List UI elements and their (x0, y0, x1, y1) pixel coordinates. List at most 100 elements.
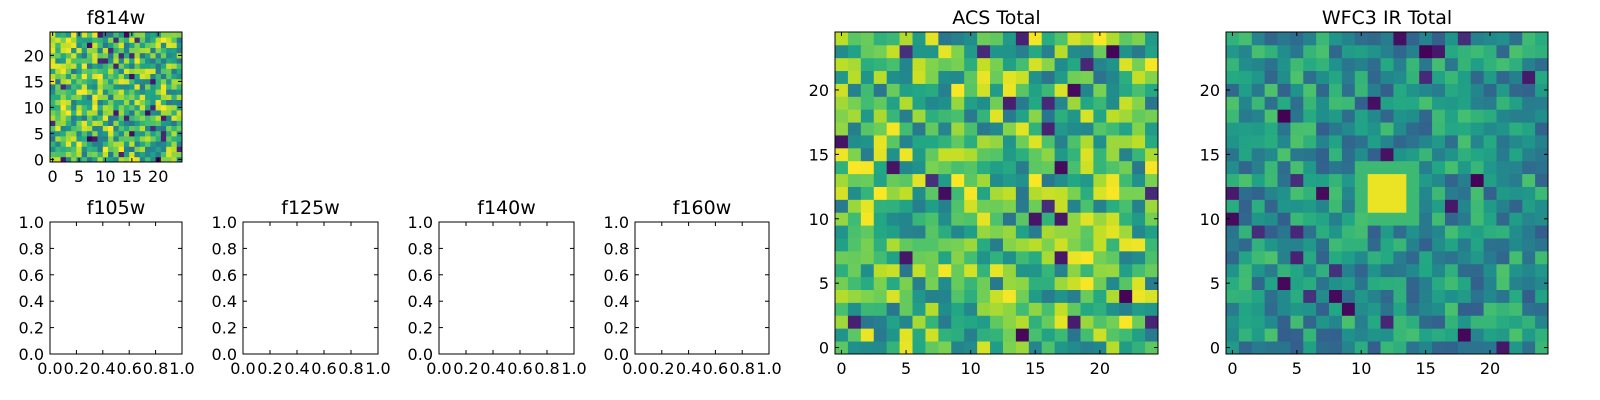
heatmap-cell (123, 47, 130, 54)
heatmap-cell (97, 130, 104, 137)
heatmap-cell (160, 146, 167, 152)
heatmap-cell (108, 151, 114, 158)
heatmap-cell (155, 146, 162, 152)
heatmap-cell (129, 125, 135, 132)
heatmap-cell (1341, 212, 1356, 226)
heatmap-cell (1419, 328, 1433, 342)
heatmap-cell (166, 136, 172, 142)
heatmap-cell (1264, 70, 1278, 84)
heatmap-cell (123, 99, 130, 106)
heatmap-cell (1303, 122, 1317, 136)
heatmap-cell (81, 37, 88, 43)
heatmap-cell (76, 37, 83, 43)
heatmap-cell (1341, 302, 1356, 316)
heatmap-cell (1028, 70, 1043, 84)
heatmap-cell (55, 94, 61, 100)
heatmap-cell (938, 135, 952, 149)
y-tick-label: 0.8 (604, 239, 629, 258)
heatmap-cell (835, 315, 849, 329)
heatmap-cell (155, 110, 162, 116)
heatmap-cell (1015, 199, 1030, 213)
heatmap-cell (1238, 212, 1253, 226)
heatmap-cell (1457, 276, 1472, 290)
heatmap-cell (171, 141, 178, 147)
heatmap-cell (1535, 263, 1549, 278)
heatmap-cell (1303, 186, 1317, 200)
heatmap-cell (50, 151, 56, 158)
heatmap-cell (938, 225, 952, 239)
heatmap-cell (102, 42, 109, 48)
heatmap-cell (1067, 32, 1081, 46)
heatmap-cell (1028, 302, 1043, 316)
heatmap-cell (118, 63, 125, 69)
heatmap-cell (176, 84, 183, 90)
heatmap-cell (166, 130, 172, 137)
heatmap-cell (60, 94, 67, 100)
heatmap-cell (86, 99, 93, 106)
y-tick-label: 0.6 (604, 266, 629, 285)
heatmap-cell (938, 263, 952, 278)
heatmap-cell (1496, 225, 1510, 239)
heatmap-cell (925, 341, 939, 355)
heatmap-cell (1354, 302, 1369, 316)
heatmap-cell (81, 94, 88, 100)
heatmap-cell (990, 96, 1004, 110)
heatmap-cell (123, 94, 130, 100)
heatmap-cell (102, 151, 109, 158)
heatmap-cell (50, 115, 56, 121)
heatmap-cell (1509, 122, 1523, 136)
heatmap-cell (171, 125, 178, 132)
heatmap-cell (65, 52, 72, 59)
heatmap-cell (1093, 263, 1107, 278)
heatmap-cell (139, 146, 146, 152)
heatmap-cell (1303, 135, 1317, 149)
heatmap-cell (76, 84, 83, 90)
heatmap-cell (1041, 263, 1056, 278)
heatmap-cell (1393, 32, 1407, 46)
heatmap-cell (1496, 186, 1510, 200)
heatmap-cell (938, 57, 952, 72)
heatmap-cell (166, 156, 172, 163)
heatmap-cell (176, 99, 183, 106)
heatmap-cell (1367, 315, 1381, 329)
heatmap-cell (1496, 44, 1510, 59)
heatmap-cell (1354, 44, 1369, 59)
heatmap-cell (1015, 289, 1030, 303)
heatmap-cell (55, 156, 61, 163)
heatmap-cell (964, 70, 978, 84)
heatmap-cell (1106, 276, 1120, 290)
heatmap-cell (1341, 263, 1356, 278)
heatmap-cell (145, 104, 151, 111)
heatmap-cell (1509, 109, 1523, 123)
heatmap-cell (951, 83, 965, 97)
heatmap-cell (899, 212, 913, 226)
heatmap-cell (155, 130, 162, 137)
heatmap-cell (1238, 276, 1253, 290)
heatmap-cell (1251, 44, 1266, 59)
heatmap-cell (873, 302, 888, 316)
x-tick-label: 0.0 (426, 359, 451, 378)
heatmap-cell (951, 212, 965, 226)
heatmap-cell (1080, 173, 1094, 187)
heatmap-cell (1277, 199, 1291, 213)
heatmap-cell (55, 84, 61, 90)
heatmap-cell (1419, 250, 1433, 265)
heatmap-cell (76, 115, 83, 121)
heatmap-cell (1264, 199, 1278, 213)
x-tick-label: 0.6 (703, 359, 728, 378)
heatmap-cell (150, 130, 156, 137)
heatmap-cell (977, 109, 991, 123)
heatmap-cell (1496, 57, 1510, 72)
heatmap-cell (129, 73, 135, 80)
heatmap-cell (925, 70, 939, 84)
heatmap-cell (160, 84, 167, 90)
heatmap-cell (1093, 83, 1107, 97)
x-tick-label: 0.8 (534, 359, 559, 378)
heatmap-cell (145, 89, 151, 95)
heatmap-cell (912, 263, 926, 278)
heatmap-cell (76, 104, 83, 111)
heatmap-cell (1432, 32, 1446, 46)
heatmap-cell (1457, 263, 1472, 278)
heatmap-cell (113, 156, 120, 163)
heatmap-cell (97, 104, 104, 111)
